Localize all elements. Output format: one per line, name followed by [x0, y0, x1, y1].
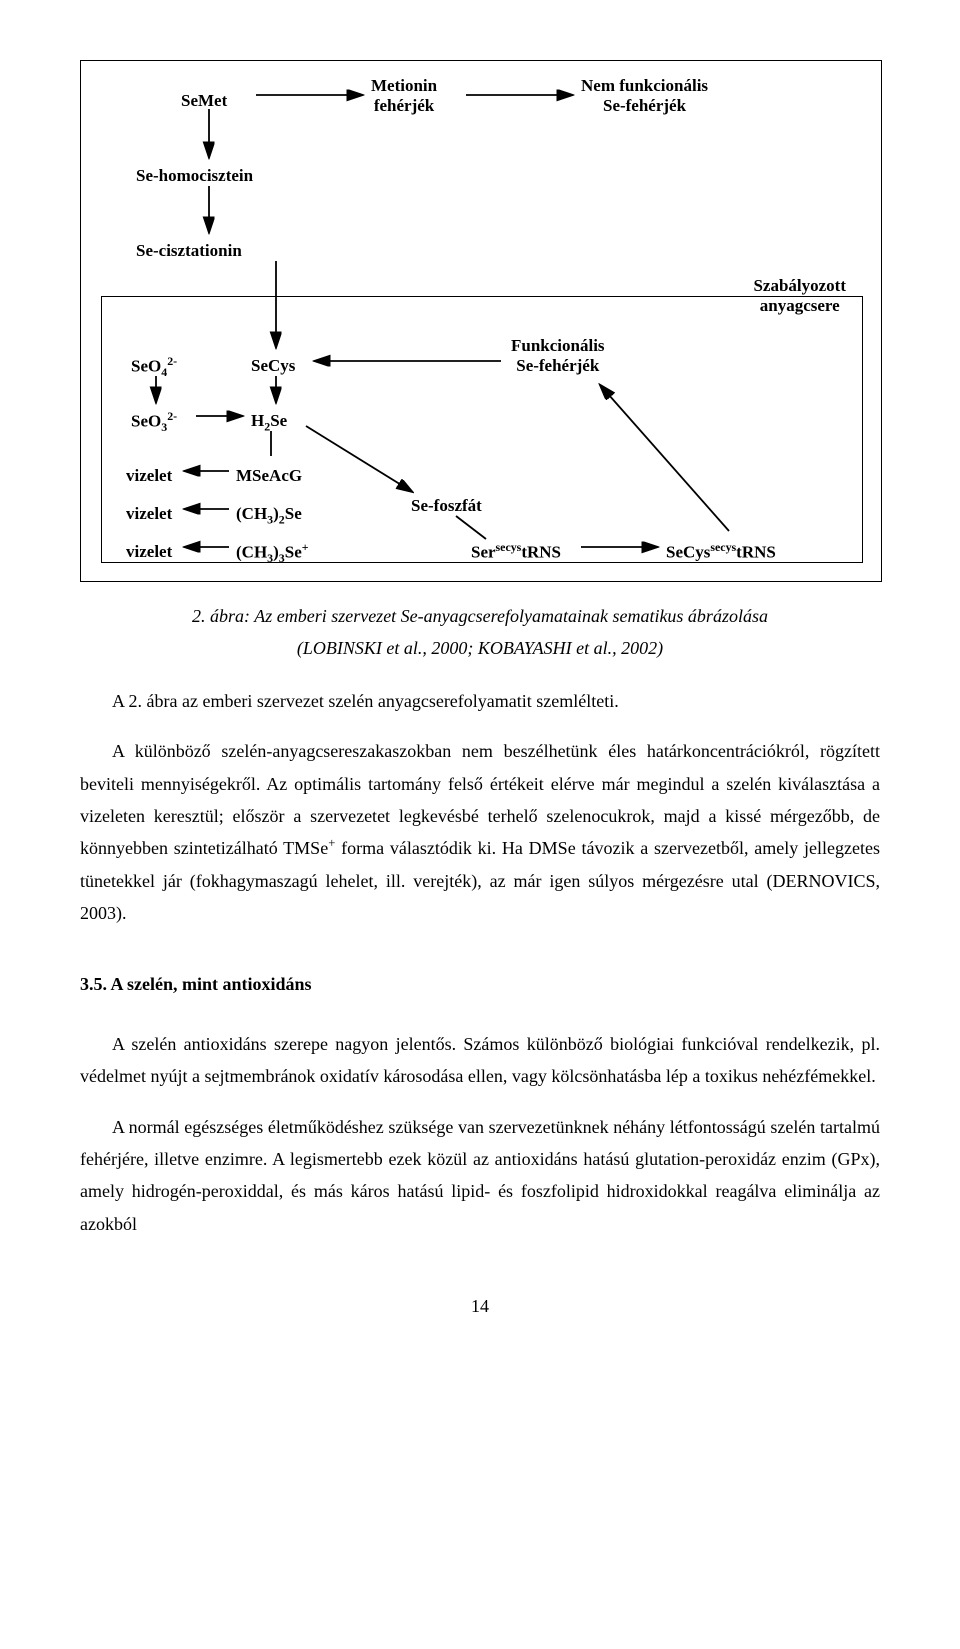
paragraph-intro: A 2. ábra az emberi szervezet szelén any… — [80, 685, 880, 717]
figure-caption: 2. ábra: Az emberi szervezet Se-anyagcse… — [80, 600, 880, 665]
page-number: 14 — [80, 1290, 880, 1322]
metabolism-diagram: SeMet Metionin fehérjék Nem funkcionális… — [80, 60, 882, 582]
caption-line2: (LOBINSKI et al., 2000; KOBAYASHI et al.… — [297, 638, 663, 658]
diagram-arrows — [81, 61, 881, 581]
section-heading: 3.5. A szelén, mint antioxidáns — [80, 968, 880, 1000]
paragraph-main: A különböző szelén-anyagcsereszakaszokba… — [80, 735, 880, 929]
paragraph-antiox-2: A normál egészséges életműködéshez szüks… — [80, 1111, 880, 1241]
caption-line1: 2. ábra: Az emberi szervezet Se-anyagcse… — [192, 606, 768, 626]
paragraph-antiox-1: A szelén antioxidáns szerepe nagyon jele… — [80, 1028, 880, 1093]
